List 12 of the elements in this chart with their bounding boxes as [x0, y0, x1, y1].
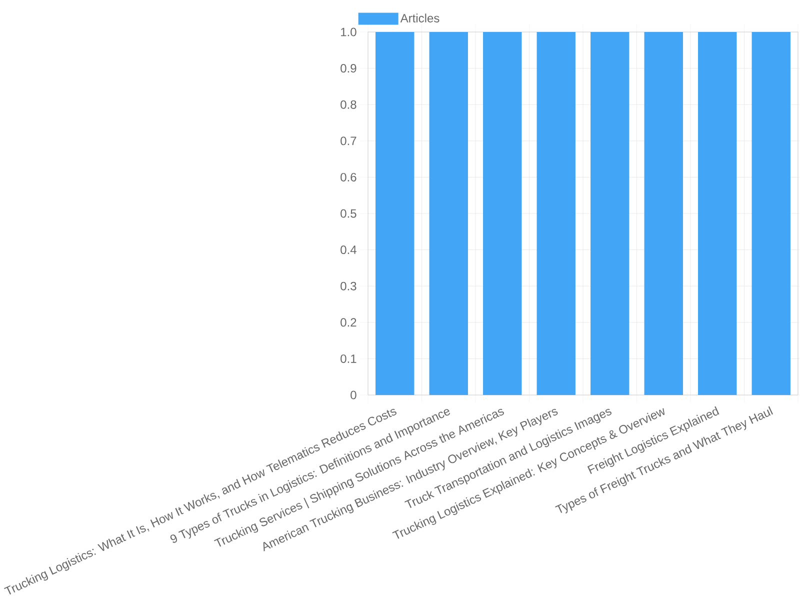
- y-tick-label: 0.6: [340, 172, 356, 182]
- y-tick-label: 0.5: [340, 209, 356, 218]
- y-tick-label: 0.3: [340, 282, 356, 290]
- y-tick-label: 0.1: [340, 354, 356, 363]
- y-tick-label: 0.4: [340, 246, 356, 254]
- legend-label: Articles: [400, 14, 440, 22]
- y-tick-label: 0.2: [340, 318, 356, 327]
- y-tick-label: 0.7: [340, 136, 356, 146]
- y-tick-label: 0.8: [340, 100, 356, 109]
- y-tick-label: 0: [350, 390, 356, 400]
- y-tick-label: 0.9: [340, 64, 356, 73]
- y-tick-label: 1.0: [341, 28, 356, 36]
